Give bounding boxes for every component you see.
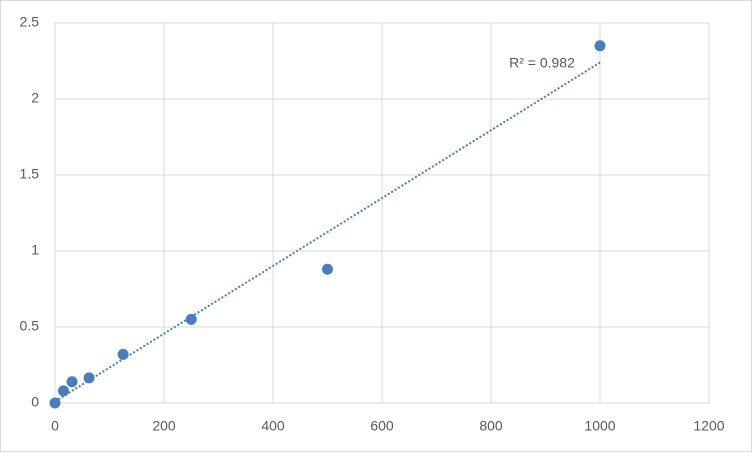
y-tick-label: 0.5 xyxy=(20,318,40,334)
y-tick-label: 1 xyxy=(31,242,39,258)
point xyxy=(49,397,61,409)
point xyxy=(117,348,129,360)
x-tick-label: 400 xyxy=(261,418,285,434)
point xyxy=(322,263,333,275)
point xyxy=(594,40,606,52)
x-tick-label: 1000 xyxy=(584,418,615,434)
y-tick-label: 1.5 xyxy=(20,166,40,182)
point xyxy=(83,372,95,384)
y-tick-label: 2 xyxy=(31,90,39,106)
x-tick-label: 800 xyxy=(479,418,503,434)
point xyxy=(58,385,70,397)
x-tick-label: 1200 xyxy=(693,418,724,434)
y-tick-label: 2.5 xyxy=(20,14,40,30)
y-tick-label: 0 xyxy=(31,394,39,410)
trendline xyxy=(54,61,601,403)
point xyxy=(185,313,197,325)
x-tick-label: 200 xyxy=(152,418,176,434)
x-tick-label: 0 xyxy=(51,418,59,434)
x-tick-label: 600 xyxy=(370,418,394,434)
point xyxy=(66,376,78,388)
annotation: R² = 0.982 xyxy=(509,55,575,71)
